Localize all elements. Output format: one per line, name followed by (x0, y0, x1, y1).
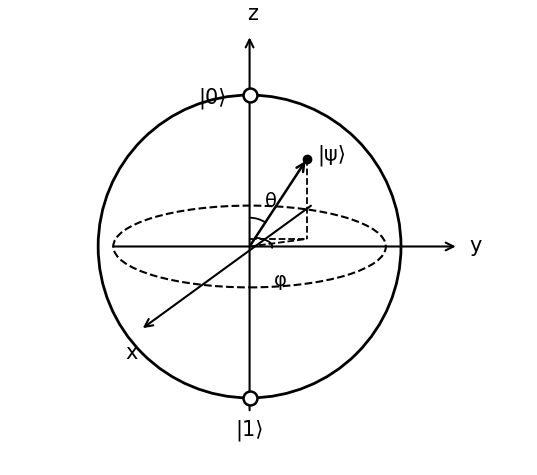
Text: |ψ⟩: |ψ⟩ (318, 145, 346, 166)
Text: |0⟩: |0⟩ (199, 87, 227, 109)
Text: θ: θ (265, 191, 277, 210)
Text: x: x (125, 343, 137, 363)
Text: φ: φ (273, 271, 286, 290)
Text: y: y (469, 237, 482, 256)
Text: |1⟩: |1⟩ (235, 419, 264, 441)
Text: z: z (247, 4, 258, 24)
